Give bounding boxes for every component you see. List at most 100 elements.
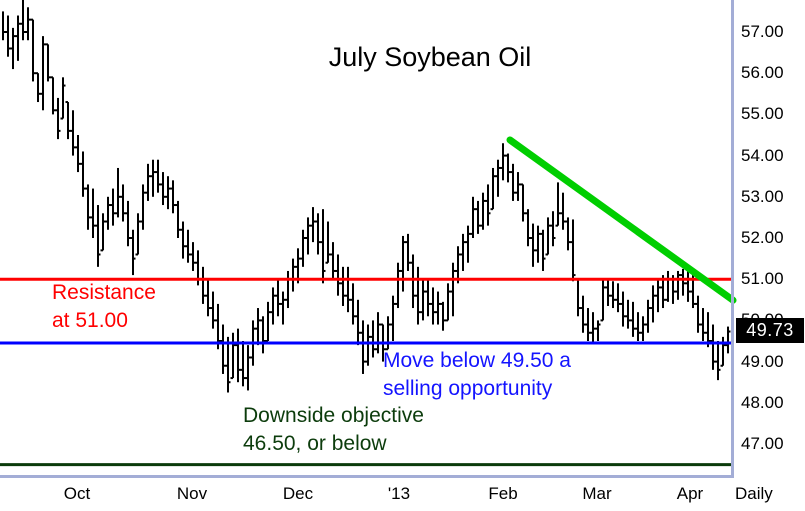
ohlc-bar: [295, 248, 301, 284]
chart-title: July Soybean Oil: [328, 42, 532, 72]
ohlc-bar: [640, 316, 646, 341]
ohlc-bar: [55, 97, 61, 140]
ohlc-bar: [30, 18, 36, 82]
y-axis-tick-label: 57.00: [741, 22, 784, 41]
ohlc-bar: [5, 15, 11, 57]
ohlc-bar: [715, 341, 721, 381]
ohlc-bar: [65, 101, 71, 140]
ohlc-bar: [705, 312, 711, 348]
ohlc-bar: [375, 312, 381, 354]
ohlc-bar: [360, 320, 366, 374]
ohlc-bar: [495, 159, 501, 197]
ohlc-bar: [425, 279, 431, 317]
ohlc-bar: [135, 213, 141, 256]
ohlc-bar: [605, 279, 611, 306]
ohlc-bar: [90, 188, 96, 238]
ohlc-bar: [160, 172, 166, 206]
ohlc-bar: [675, 270, 681, 300]
ohlc-bar: [435, 291, 441, 325]
ohlc-bar: [515, 172, 521, 201]
ohlc-bar: [280, 291, 286, 325]
y-axis-tick-label: 48.00: [741, 392, 784, 412]
ohlc-bar: [620, 291, 626, 327]
ohlc-bar: [570, 219, 576, 282]
ohlc-bar: [210, 291, 216, 329]
ohlc-bar: [245, 345, 251, 391]
ohlc-bar: [350, 283, 356, 325]
ohlc-bar: [265, 301, 271, 342]
ohlc-bar: [460, 233, 466, 271]
ohlc-bar: [685, 268, 691, 302]
ohlc-bar: [665, 270, 671, 302]
ohlc-bar: [445, 283, 451, 322]
ohlc-bar: [175, 200, 181, 238]
y-axis-tick-label: 51.00: [741, 269, 784, 289]
ohlc-bar: [120, 184, 126, 222]
ohlc-bar: [185, 229, 191, 263]
ohlc-bar: [315, 213, 321, 255]
ohlc-bar: [240, 341, 246, 387]
ohlc-bar: [610, 281, 616, 309]
ohlc-bar: [455, 246, 461, 284]
ohlc-bar: [155, 159, 161, 193]
ohlc-bar: [285, 270, 291, 309]
ohlc-bar: [415, 266, 421, 325]
ohlc-bar: [225, 336, 231, 393]
ohlc-bar: [535, 225, 541, 263]
ohlc-bar: [340, 266, 346, 306]
y-axis-line: [731, 0, 734, 478]
ohlc-bar: [710, 324, 716, 370]
ohlc-bar: [95, 205, 101, 267]
x-axis-line: [0, 475, 734, 478]
ohlc-bar: [405, 233, 411, 271]
ohlc-bar: [500, 143, 506, 181]
ohlc-bar: [575, 278, 581, 317]
ohlc-bar: [60, 77, 66, 120]
ohlc-bar: [305, 217, 311, 255]
ohlc-bar: [15, 15, 21, 61]
ohlc-bar: [70, 110, 76, 156]
ohlc-bar: [600, 279, 606, 322]
ohlc-bar: [335, 254, 341, 296]
ohlc-bar: [700, 308, 706, 341]
ohlc-bar: [420, 279, 426, 321]
ohlc-bar: [485, 184, 491, 226]
ohlc-bar: [325, 221, 331, 264]
ohlc-bar: [625, 299, 631, 329]
x-axis-tick-label: Mar: [582, 484, 612, 503]
ohlc-bar: [585, 308, 591, 341]
ohlc-bar: [140, 184, 146, 230]
ohlc-bar: [450, 262, 456, 317]
ohlc-bar: [20, 0, 26, 41]
ohlc-bar: [40, 36, 46, 111]
ohlc-bar: [150, 159, 156, 197]
sell-signal-annotation-line1: Move below 49.50 a: [383, 349, 571, 372]
ohlc-bar: [525, 209, 531, 247]
x-axis-tick-label: Oct: [63, 484, 91, 503]
ohlc-bar: [590, 312, 596, 344]
resistance-annotation-line1: Resistance: [52, 281, 156, 304]
downside-objective-annotation: Downside objective 46.50, or below: [243, 402, 424, 458]
ohlc-bar: [300, 229, 306, 267]
ohlc-bar: [400, 235, 406, 292]
ohlc-bar: [520, 183, 526, 222]
y-axis-tick-label: 54.00: [741, 145, 784, 165]
timeframe-label: Daily: [735, 484, 773, 503]
ohlc-bar: [430, 287, 436, 325]
ohlc-bar: [345, 266, 351, 313]
ohlc-bar: [365, 324, 371, 366]
ohlc-bar: [540, 229, 546, 271]
ohlc-bar: [310, 207, 316, 243]
ohlc-bar: [475, 200, 481, 234]
x-axis-tick-label: '13: [387, 484, 411, 503]
ohlc-bar: [320, 209, 326, 284]
ohlc-bar: [505, 153, 511, 183]
ohlc-bar: [200, 266, 206, 304]
ohlc-bar: [655, 279, 661, 313]
ohlc-bar: [80, 151, 86, 197]
ohlc-bar: [595, 320, 601, 341]
x-axis-tick-label: Nov: [176, 484, 208, 503]
ohlc-bar: [370, 320, 376, 358]
